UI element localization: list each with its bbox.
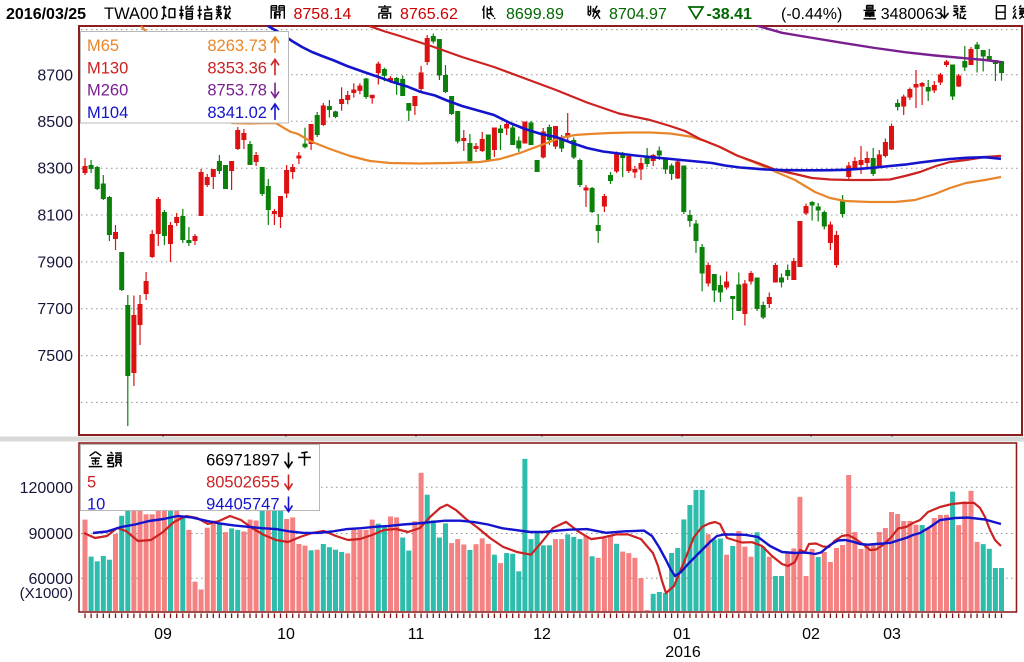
svg-text:80502655: 80502655: [206, 474, 279, 492]
svg-text:01: 01: [673, 626, 691, 643]
svg-text:2016: 2016: [665, 644, 701, 661]
svg-text:8753.78: 8753.78: [207, 82, 267, 100]
svg-text:3480063: 3480063: [881, 6, 943, 23]
svg-text:94405747: 94405747: [206, 496, 279, 514]
svg-text:5: 5: [87, 474, 96, 492]
svg-text:12: 12: [533, 626, 551, 643]
svg-text:-38.41: -38.41: [707, 6, 752, 23]
svg-text:11: 11: [408, 626, 425, 643]
svg-text:7700: 7700: [37, 301, 73, 318]
svg-text:8263.73: 8263.73: [207, 37, 267, 55]
svg-text:8500: 8500: [37, 114, 73, 131]
svg-text:10: 10: [277, 626, 295, 643]
svg-text:8765.62: 8765.62: [400, 6, 458, 23]
svg-text:M104: M104: [87, 104, 128, 122]
svg-text:8758.14: 8758.14: [294, 6, 352, 23]
svg-text:(X1000): (X1000): [20, 585, 73, 602]
svg-text:90000: 90000: [29, 526, 74, 543]
svg-text:8100: 8100: [37, 208, 73, 225]
svg-text:2016/03/25: 2016/03/25: [6, 6, 86, 23]
svg-text:03: 03: [883, 626, 901, 643]
svg-text:09: 09: [154, 626, 172, 643]
svg-text:TWA00: TWA00: [104, 5, 158, 23]
svg-text:M260: M260: [87, 82, 128, 100]
svg-text:8699.89: 8699.89: [506, 6, 564, 23]
svg-text:8700: 8700: [37, 67, 73, 84]
svg-text:120000: 120000: [20, 480, 73, 497]
svg-text:8341.02: 8341.02: [207, 104, 267, 122]
svg-text:7900: 7900: [37, 254, 73, 271]
svg-text:8704.97: 8704.97: [609, 6, 667, 23]
svg-text:02: 02: [802, 626, 820, 643]
svg-text:60000: 60000: [29, 571, 74, 588]
svg-text:7500: 7500: [37, 348, 73, 365]
svg-text:M130: M130: [87, 59, 128, 77]
svg-text:M65: M65: [87, 37, 119, 55]
svg-text:66971897: 66971897: [206, 452, 279, 470]
svg-text:8300: 8300: [37, 161, 73, 178]
svg-text:(-0.44%): (-0.44%): [781, 6, 842, 23]
svg-text:8353.36: 8353.36: [207, 59, 267, 77]
svg-text:10: 10: [87, 496, 105, 514]
